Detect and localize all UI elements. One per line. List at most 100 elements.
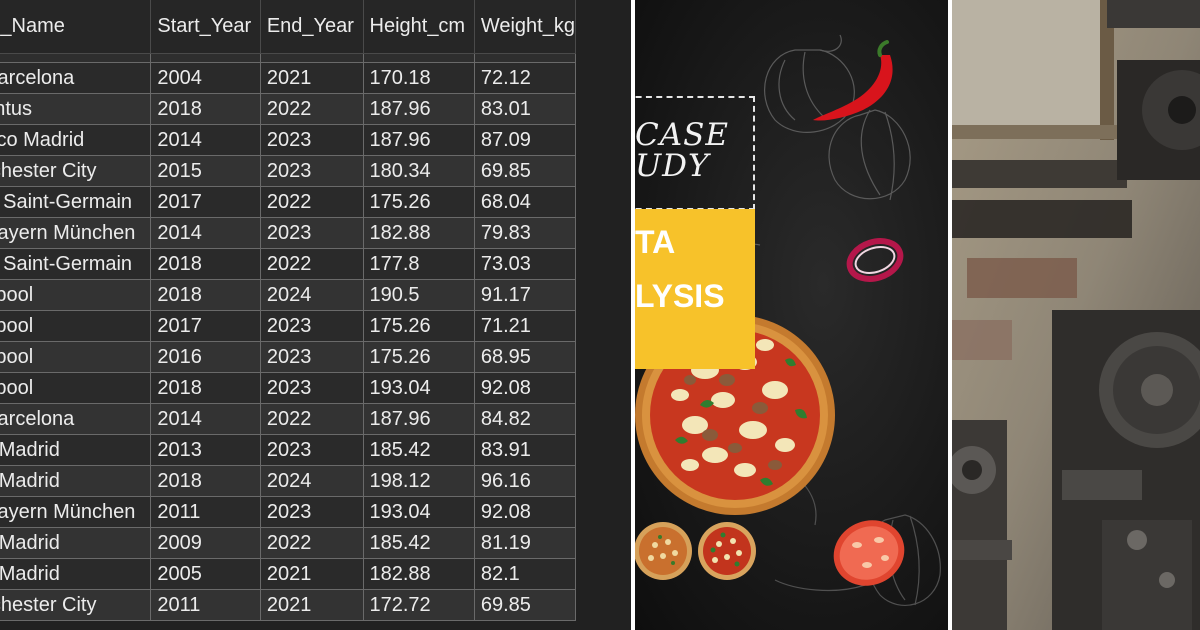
table-cell: 2011 xyxy=(150,589,261,621)
table-cell: 193.04 xyxy=(362,496,475,528)
table-cell: 91.17 xyxy=(473,279,577,311)
table-cell: 2023 xyxy=(259,434,364,466)
table-cell: 2014 xyxy=(150,217,261,249)
table-cell: 2023 xyxy=(259,341,364,373)
table-cell: 2017 xyxy=(150,186,261,218)
projector-body-icon xyxy=(1052,310,1200,630)
table-cell: Liverpool xyxy=(0,279,152,311)
pizza-case-study-poster: CASE UDY TA LYSIS xyxy=(635,0,948,630)
table-cell: 68.04 xyxy=(473,186,577,218)
table-cell: Real Madrid xyxy=(0,465,152,497)
red-chili-icon xyxy=(813,40,893,121)
table-cell: 2022 xyxy=(259,93,364,125)
table-cell: Juventus xyxy=(0,93,152,125)
case-study-line-1: CASE xyxy=(635,117,729,153)
data-table: Team_Name Start_Year End_Year Height_cm … xyxy=(0,0,577,621)
table-cell: 2022 xyxy=(259,527,364,559)
table-cell: 175.26 xyxy=(362,186,475,218)
column-header-start-year[interactable]: Start_Year xyxy=(150,0,261,54)
table-cell: 2011 xyxy=(150,496,261,528)
tomato-slice-icon xyxy=(833,520,905,586)
table-cell: FC Barcelona xyxy=(0,403,152,435)
table-spacer-row xyxy=(0,53,577,63)
table-cell: Real Madrid xyxy=(0,558,152,590)
table-cell: 2023 xyxy=(259,217,364,249)
table-cell: 2018 xyxy=(150,248,261,280)
table-cell: FC Bayern München xyxy=(0,496,152,528)
table-cell: 2018 xyxy=(150,279,261,311)
table-cell: Liverpool xyxy=(0,372,152,404)
data-analysis-title: TA LYSIS xyxy=(635,215,725,323)
red-onion-ring-icon xyxy=(846,238,904,282)
table-cell: 187.96 xyxy=(362,124,475,156)
table-cell: FC Barcelona xyxy=(0,62,152,94)
table-row[interactable]: Liverpool20182024190.591.17 xyxy=(0,279,577,311)
panel-divider xyxy=(631,0,635,630)
table-cell: 172.72 xyxy=(362,589,475,621)
table-cell: 175.26 xyxy=(362,310,475,342)
table-cell: 2005 xyxy=(150,558,261,590)
projector-small-icon xyxy=(952,420,1012,630)
table-cell: 2004 xyxy=(150,62,261,94)
table-cell: Paris Saint-Germain xyxy=(0,248,152,280)
table-cell: 177.8 xyxy=(362,248,475,280)
film-projector-icon xyxy=(952,0,1200,630)
column-header-end-year[interactable]: End_Year xyxy=(260,0,364,54)
table-cell: 175.26 xyxy=(362,341,475,373)
table-cell: 82.1 xyxy=(473,558,577,590)
table-cell: Manchester City xyxy=(0,155,152,187)
table-body: FC Barcelona20042021170.1872.12Juventus2… xyxy=(0,53,577,621)
table-cell: 73.03 xyxy=(473,248,577,280)
table-cell: 2023 xyxy=(259,155,364,187)
table-cell: 185.42 xyxy=(362,527,475,559)
table-cell: 69.85 xyxy=(473,155,577,187)
table-cell: Real Madrid xyxy=(0,527,152,559)
table-cell: 190.5 xyxy=(362,279,475,311)
table-cell: 81.19 xyxy=(473,527,577,559)
table-cell: 182.88 xyxy=(362,217,475,249)
table-cell: 2018 xyxy=(150,465,261,497)
table-cell: 185.42 xyxy=(362,434,475,466)
data-analysis-line-2: LYSIS xyxy=(635,278,725,314)
small-pizza-icon xyxy=(698,522,756,580)
table-cell: FC Bayern München xyxy=(0,217,152,249)
table-cell: 170.18 xyxy=(362,62,475,94)
onion-sketch-icon xyxy=(739,34,911,271)
small-pizza-icon xyxy=(635,522,692,580)
column-header-team-name[interactable]: Team_Name xyxy=(0,0,152,54)
table-cell: 198.12 xyxy=(362,465,475,497)
column-header-height-cm[interactable]: Height_cm xyxy=(363,0,475,54)
table-cell: Manchester City xyxy=(0,589,152,621)
panel-divider xyxy=(948,0,952,630)
table-cell: 83.01 xyxy=(473,93,577,125)
table-cell: 180.34 xyxy=(362,155,475,187)
data-analysis-banner xyxy=(635,209,755,369)
table-cell: 2015 xyxy=(150,155,261,187)
table-cell: 2024 xyxy=(259,465,364,497)
table-cell: 182.88 xyxy=(362,558,475,590)
table-cell: 71.21 xyxy=(473,310,577,342)
table-cell: 2023 xyxy=(259,124,364,156)
table-cell: 68.95 xyxy=(473,341,577,373)
data-table-panel: Team_Name Start_Year End_Year Height_cm … xyxy=(0,0,631,630)
film-projector-photo xyxy=(952,0,1200,630)
table-cell: 2022 xyxy=(259,403,364,435)
column-header-weight-kg[interactable]: Weight_kg xyxy=(474,0,577,54)
